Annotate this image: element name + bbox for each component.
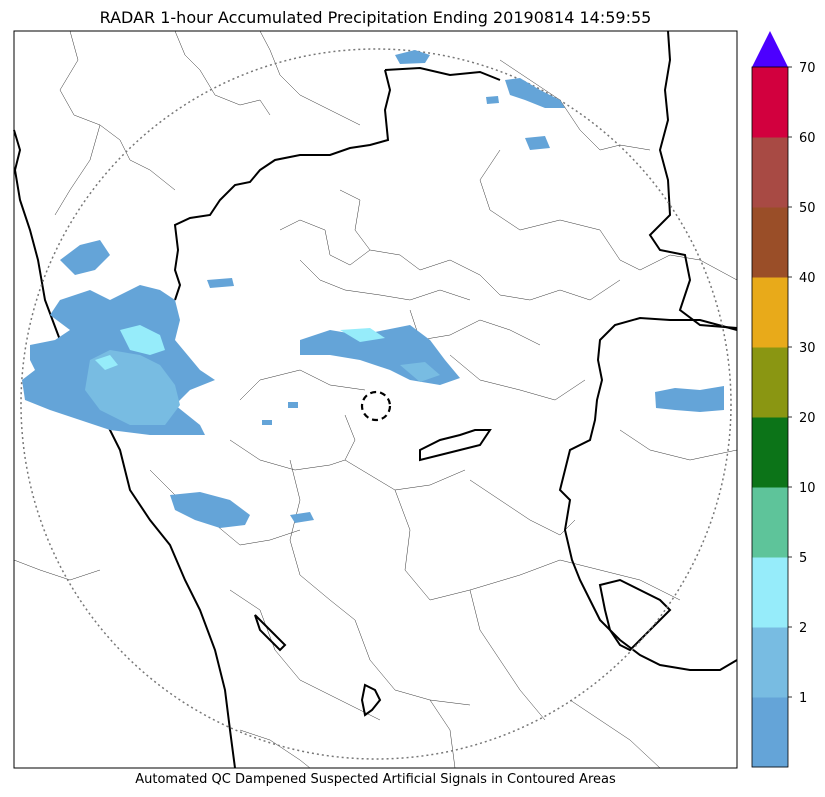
colorbar-tick-label: 2 xyxy=(799,621,807,636)
colorbar-segment xyxy=(752,417,788,488)
colorbar-segment xyxy=(752,207,788,278)
colorbar-tick-label: 30 xyxy=(799,341,816,356)
colorbar: 1 2 5 10 20 30 40 50 60 70 xyxy=(751,31,816,768)
map-frame xyxy=(13,30,738,769)
colorbar-segment xyxy=(752,277,788,348)
colorbar-tick-label: 40 xyxy=(799,271,816,286)
qc-footnote: Automated QC Dampened Suspected Artifici… xyxy=(135,772,616,787)
colorbar-tick-label: 50 xyxy=(799,201,816,216)
precipitation-areas xyxy=(22,50,724,528)
colorbar-tick-label: 60 xyxy=(799,131,816,146)
radar-range-circle xyxy=(20,48,732,760)
map-title: RADAR 1-hour Accumulated Precipitation E… xyxy=(99,8,652,27)
colorbar-tick-label: 1 xyxy=(799,691,807,706)
colorbar-tick-label: 5 xyxy=(799,551,807,566)
colorbar-tick-label: 70 xyxy=(799,61,816,76)
colorbar-segment xyxy=(752,67,788,138)
colorbar-segment xyxy=(752,137,788,208)
colorbar-segment xyxy=(752,347,788,418)
state-boundaries xyxy=(13,30,738,769)
colorbar-tick-label: 20 xyxy=(799,411,816,426)
colorbar-segment xyxy=(752,487,788,558)
colorbar-segment xyxy=(752,697,788,768)
colorbar-tick-label: 10 xyxy=(799,481,816,496)
radar-location-marker xyxy=(360,390,392,422)
map-area xyxy=(13,30,738,769)
colorbar-extend-arrow xyxy=(752,31,788,67)
colorbar-segment xyxy=(752,627,788,698)
colorbar-segment xyxy=(752,557,788,628)
